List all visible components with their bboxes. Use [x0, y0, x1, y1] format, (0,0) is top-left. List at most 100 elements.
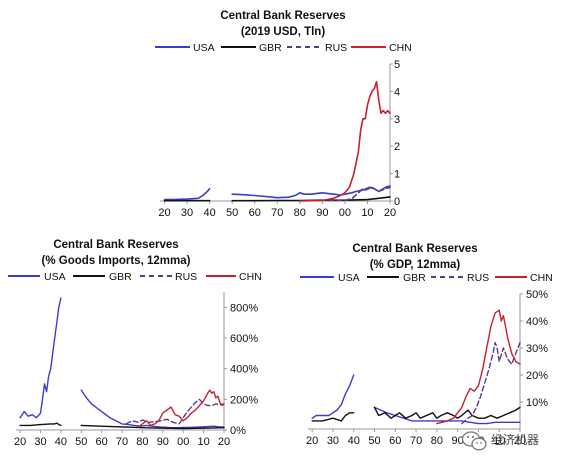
chart3-legend-rus-label: RUS: [467, 272, 489, 284]
chart3-series-chn-line: [436, 309, 521, 425]
chart1-title: Central Bank Reserves: [220, 10, 345, 22]
chart1-x-tick-label: 80: [294, 207, 306, 219]
chart1-y-axis: 0 1 2 3 4 5: [389, 59, 400, 208]
chart3-y-axis: 10% 20% 30% 40% 50%: [519, 289, 548, 429]
chart2-x-tick-label: 60: [96, 436, 108, 448]
chart1-x-tick-label: 40: [203, 207, 215, 219]
chart1-series-usa-line: [231, 185, 391, 199]
chart2-series-chn-line: [137, 389, 225, 428]
chart1-x-tick-label: 30: [181, 207, 193, 219]
chart3-legend-usa-label: USA: [338, 272, 360, 284]
chart3-series: [311, 309, 521, 425]
chart1-y-tick-label: 4: [394, 86, 400, 98]
chart3-x-tick-label: 40: [348, 435, 360, 447]
chart1-x-tick-label: 00: [339, 207, 351, 219]
chart2-series: [19, 297, 225, 430]
chart2-x-tick-label: 40: [55, 436, 67, 448]
chart1-y-tick-label: 0: [394, 196, 400, 208]
chart2-y-tick-label: 200%: [230, 394, 258, 406]
chart1-x-tick-label: 10: [361, 207, 373, 219]
chart3-series-usa-line: [311, 374, 355, 419]
chart2-y-axis: 0% 200% 400% 600% 800%: [223, 292, 258, 437]
chart2-y-tick-label: 0%: [230, 425, 246, 437]
chart3-subtitle: (% GDP, 12mma): [370, 259, 461, 271]
chart3-y-tick-label: 20%: [526, 370, 548, 382]
chart2-series-gbr-line: [80, 424, 225, 430]
chart3-x-tick-label: 90: [452, 435, 464, 447]
chart2-x-tick-label: 20: [14, 436, 26, 448]
watermark: 经济机器: [461, 431, 539, 451]
chart2-x-tick-label: 10: [197, 436, 209, 448]
chart1-x-tick-label: 60: [249, 207, 261, 219]
chart1-x-tick-label: 20: [384, 207, 396, 219]
chart3-series-gbr-line: [311, 412, 355, 422]
chart-usd-tln: Central Bank Reserves (2019 USD, Tln) US…: [155, 10, 412, 219]
chart3-title: Central Bank Reserves: [352, 243, 477, 255]
chart2-series-usa-line: [19, 297, 62, 419]
chart2-series-gbr-line: [19, 422, 62, 427]
chart1-x-tick-label: 90: [316, 207, 328, 219]
chart3-x-tick-label: 20: [306, 435, 318, 447]
chart3-x-tick-label: 50: [368, 435, 380, 447]
chart3-series-rus-line: [461, 341, 521, 425]
chart3-y-tick-label: 10%: [526, 397, 548, 409]
chart3-y-tick-label: 30%: [526, 343, 548, 355]
chart2-legend-rus-label: RUS: [175, 271, 197, 283]
chart-pct-gdp: Central Bank Reserves (% GDP, 12mma) USA…: [300, 243, 553, 447]
chart2-y-tick-label: 800%: [230, 302, 258, 314]
chart3-x-tick-label: 60: [389, 435, 401, 447]
chart-pct-goods-imports: Central Bank Reserves (% Goods Imports, …: [8, 239, 262, 448]
chart1-y-tick-label: 2: [394, 141, 400, 153]
chart3-y-tick-label: 50%: [526, 289, 548, 301]
chart1-legend-gbr-label: GBR: [259, 42, 282, 54]
chart2-x-tick-label: 80: [136, 436, 148, 448]
chart1-series-rus-line: [328, 186, 391, 202]
chart3-x-tick-label: 10: [493, 435, 505, 447]
chart1-y-tick-label: 3: [394, 114, 400, 126]
chart2-title: Central Bank Reserves: [53, 239, 178, 251]
chart3-x-tick-label: 30: [327, 435, 339, 447]
chart1-legend-usa-label: USA: [193, 42, 215, 54]
chart2-subtitle: (% Goods Imports, 12mma): [42, 255, 191, 267]
chart1-x-tick-label: 70: [271, 207, 283, 219]
chart1-series-chn-line: [298, 81, 391, 202]
chart3-y-tick-label: 40%: [526, 316, 548, 328]
chart2-y-tick-label: 600%: [230, 333, 258, 345]
chart1-series: [163, 81, 391, 202]
chart2-legend-chn-label: CHN: [239, 271, 262, 283]
wechat-icon: [461, 431, 487, 451]
chart2-x-tick-label: 00: [177, 436, 189, 448]
chart1-y-tick-label: 5: [394, 59, 400, 71]
chart3-legend-gbr-label: GBR: [403, 272, 426, 284]
chart2-legend: USA GBR RUS CHN: [8, 271, 262, 283]
chart2-x-tick-label: 70: [116, 436, 128, 448]
chart3-series-gbr-line: [373, 406, 521, 419]
chart3-x-tick-label: 20: [514, 435, 526, 447]
chart2-y-tick-label: 400%: [230, 364, 258, 376]
chart2-legend-gbr-label: GBR: [109, 271, 132, 283]
chart1-series-usa-line: [163, 187, 211, 201]
chart3-x-tick-label: 70: [410, 435, 422, 447]
chart1-x-tick-label: 20: [158, 207, 170, 219]
chart1-y-tick-label: 1: [394, 169, 400, 181]
chart1-legend: USA GBR RUS CHN: [155, 42, 412, 54]
chart2-legend-usa-label: USA: [44, 271, 66, 283]
chart2-series-usa-line: [80, 389, 225, 429]
chart2-x-tick-label: 50: [75, 436, 87, 448]
chart3-x-tick-label: 80: [431, 435, 443, 447]
chart1-subtitle: (2019 USD, Tln): [241, 26, 326, 38]
chart2-x-axis: 20 30 40 50 60 70 80 90 00 10 20: [14, 429, 230, 448]
chart2-x-tick-label: 30: [34, 436, 46, 448]
chart2-series-rus-line: [125, 398, 225, 425]
chart2-x-tick-label: 20: [218, 436, 230, 448]
chart1-x-tick-label: 50: [226, 207, 238, 219]
chart1-legend-rus-label: RUS: [325, 42, 347, 54]
chart2-x-tick-label: 90: [157, 436, 169, 448]
chart3-legend-chn-label: CHN: [530, 272, 553, 284]
watermark-text: 经济机器: [491, 432, 539, 447]
chart1-legend-chn-label: CHN: [389, 42, 412, 54]
chart3-legend: USA GBR RUS CHN: [300, 272, 553, 284]
chart1-x-axis: 20 30 40 50 60 70 80 90 00 10 20: [158, 200, 396, 219]
